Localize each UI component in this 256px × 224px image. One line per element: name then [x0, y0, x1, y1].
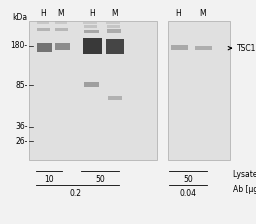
Bar	[84, 30, 99, 33]
Bar	[55, 21, 67, 24]
Text: kDa: kDa	[13, 13, 28, 22]
Text: 50: 50	[95, 175, 105, 184]
Bar	[55, 28, 68, 31]
Text: 180-: 180-	[10, 41, 28, 50]
Text: 85-: 85-	[15, 81, 28, 90]
Text: TSC1: TSC1	[237, 44, 256, 53]
Text: H: H	[40, 9, 46, 18]
Text: H: H	[89, 9, 94, 18]
Bar	[29, 21, 157, 160]
Text: Lysate (µg): Lysate (µg)	[233, 170, 256, 179]
Bar	[84, 25, 97, 28]
Bar	[83, 22, 97, 24]
Text: H: H	[175, 9, 181, 18]
Text: M: M	[199, 9, 206, 18]
Bar	[55, 43, 70, 50]
Bar	[106, 22, 120, 24]
Text: 36-: 36-	[15, 122, 28, 131]
Bar	[106, 39, 124, 54]
Text: M: M	[111, 9, 118, 18]
Text: 26-: 26-	[15, 137, 28, 146]
Bar	[107, 29, 121, 33]
Text: 0.04: 0.04	[180, 189, 197, 198]
Text: Ab [µg/ml]: Ab [µg/ml]	[233, 185, 256, 194]
Bar	[84, 82, 99, 87]
Bar	[37, 43, 52, 52]
Bar	[83, 38, 102, 54]
Bar	[108, 96, 122, 100]
Bar	[107, 25, 120, 28]
Bar	[195, 46, 212, 50]
Bar	[37, 28, 50, 31]
Text: 10: 10	[44, 175, 54, 184]
Bar	[37, 21, 49, 24]
Text: 50: 50	[183, 175, 193, 184]
Text: M: M	[58, 9, 64, 18]
Bar	[171, 45, 188, 50]
Text: 0.2: 0.2	[70, 189, 81, 198]
Bar	[168, 21, 230, 160]
